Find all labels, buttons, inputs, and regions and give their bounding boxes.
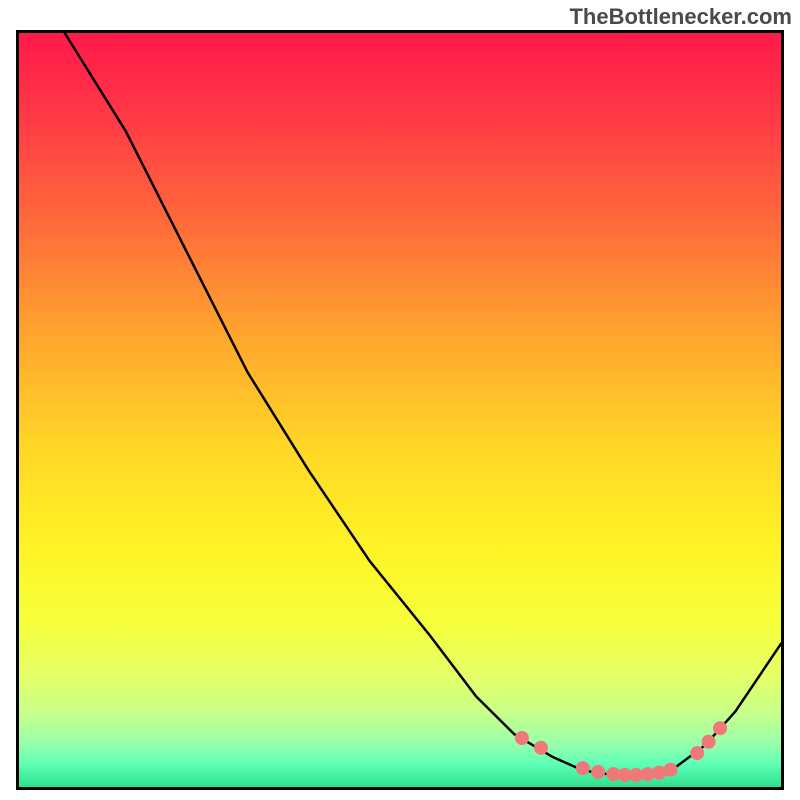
plot-frame <box>16 30 784 790</box>
bottleneck-curve <box>65 33 781 775</box>
data-dot <box>515 731 529 745</box>
watermark-text: TheBottlenecker.com <box>569 4 792 30</box>
chart-canvas: TheBottlenecker.com <box>0 0 800 800</box>
data-dot <box>664 763 678 777</box>
data-dot <box>591 765 605 779</box>
data-dot <box>576 761 590 775</box>
data-dot <box>702 735 716 749</box>
dot-group <box>515 721 727 782</box>
data-dot <box>713 721 727 735</box>
data-dot <box>534 741 548 755</box>
chart-overlay <box>19 33 781 787</box>
data-dot <box>690 746 704 760</box>
